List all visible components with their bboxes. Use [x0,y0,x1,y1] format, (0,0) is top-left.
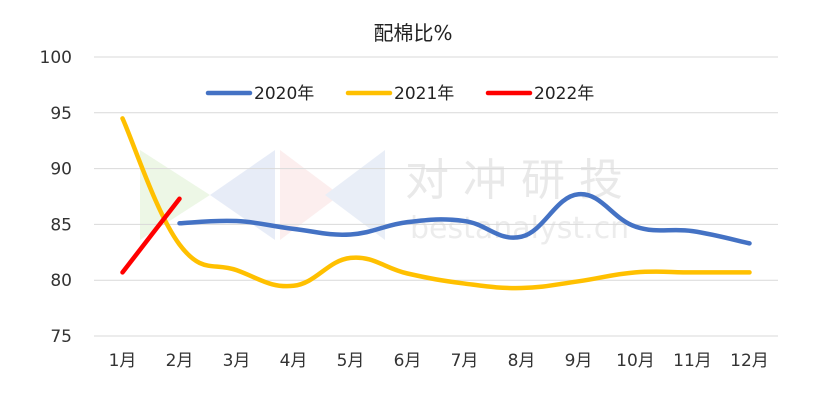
x-tick-label: 5月 [337,351,365,371]
legend-label: 2022年 [534,84,594,104]
legend: 2020年 2021年 2022年 [205,84,594,104]
gridlines [94,56,778,337]
x-tick-label: 8月 [508,351,536,371]
series-line-0 [177,192,752,246]
y-tick-label: 90 [50,160,72,180]
watermark-cn: 对 冲 研 投 [405,155,623,206]
legend-label: 2021年 [394,84,454,104]
x-tick-label: 12月 [730,351,769,371]
legend-label: 2020年 [254,84,314,104]
watermark: 对 冲 研 投 bestanalyst.cn [140,150,629,246]
y-tick-label: 85 [50,215,72,235]
x-tick-label: 10月 [616,351,655,371]
x-tick-label: 9月 [565,351,593,371]
chart-title: 配棉比% [373,21,452,45]
x-tick-label: 6月 [394,351,422,371]
x-tick-label: 1月 [109,351,137,371]
y-tick-label: 75 [50,327,72,347]
series-line-1 [120,116,752,291]
series-lines [120,116,752,291]
y-tick-label: 100 [40,48,72,68]
y-axis: 75 80 85 90 95 100 [40,48,72,347]
x-tick-label: 4月 [280,351,308,371]
y-tick-label: 95 [50,104,72,124]
y-tick-label: 80 [50,271,72,291]
series-line-2 [120,196,182,275]
x-tick-label: 11月 [673,351,712,371]
x-axis: 1月 2月 3月 4月 5月 6月 7月 8月 9月 10月 11月 12月 [109,351,769,371]
x-tick-label: 2月 [166,351,194,371]
x-tick-label: 7月 [451,351,479,371]
watermark-en: bestanalyst.cn [410,211,629,246]
x-tick-label: 3月 [223,351,251,371]
